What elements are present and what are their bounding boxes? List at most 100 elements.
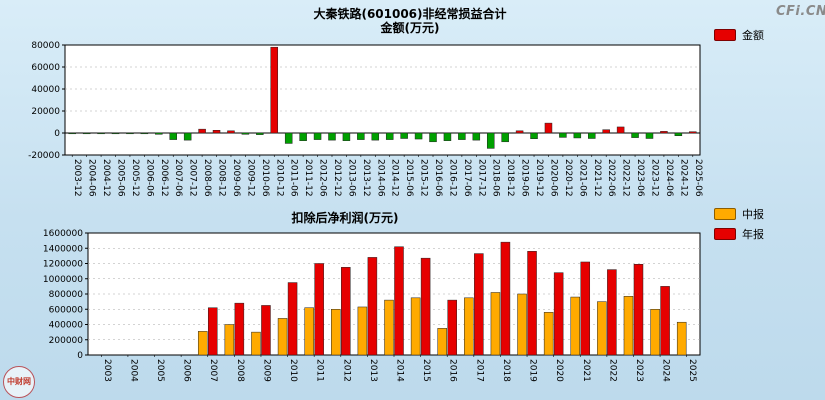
x-tick-label: 2019 [528,359,538,382]
annual-bar [580,261,591,356]
interim-legend-swatch [714,208,736,220]
x-tick-label: 2005-12 [130,159,140,197]
amount-bar [385,132,394,140]
x-tick-label: 2021-12 [592,159,602,197]
x-tick-label: 2004-12 [101,159,111,197]
y-tick-label: 200000 [49,336,84,346]
top-chart-title-line2: 金额(万元) [380,21,440,36]
x-tick-label: 2022-12 [621,159,631,197]
annual-legend-label: 年报 [742,228,764,241]
amount-bar [472,132,481,141]
x-tick-label: 2004 [128,359,138,382]
x-tick-label: 2014-06 [375,159,385,197]
x-tick-label: 2020-12 [563,159,573,197]
x-tick-label: 2014 [395,359,405,382]
amount-bar [357,132,365,140]
interim-bar [490,292,501,356]
x-tick-label: 2004-06 [87,159,97,197]
interim-bar [384,299,394,356]
amount-bar [68,132,76,135]
top-chart-title-line1: 大秦铁路(601006)非经常损益合计 [313,7,507,21]
amount-bar [602,129,610,134]
x-tick-label: 2018 [501,359,511,382]
x-tick-label: 2006-06 [144,159,154,197]
x-tick-label: 2008 [235,359,245,382]
annual-bar [261,305,271,356]
amount-bar [443,132,452,141]
y-tick-label: 40000 [31,85,60,95]
x-tick-label: 2010-12 [274,159,284,197]
x-tick-label: 2019-12 [534,159,544,197]
x-tick-label: 2018-12 [505,159,515,197]
interim-bar [623,296,634,356]
amount-bar [97,132,105,135]
x-tick-label: 2015 [421,359,431,382]
annual-bar [367,257,378,356]
bottom-chart-title: 扣除后净利润(万元) [291,211,399,225]
annual-bar [660,286,670,356]
annual-bar [553,272,564,356]
y-tick-label: 600000 [49,305,84,315]
amount-bar [573,132,582,139]
x-tick-label: 2016 [448,359,458,382]
net-profit-chart: 0 200000 400000 600000 800000 1000000 1200000 1… [43,229,701,382]
x-tick-label: 2022 [607,359,617,382]
interim-bar [650,309,660,356]
amount-bar [530,132,538,139]
cfi-watermark-text: 中财网 [7,377,31,386]
amount-bar [183,132,192,141]
y-tick-label: 60000 [31,63,60,73]
x-tick-label: 2005-06 [116,159,126,197]
interim-legend-item: 中报 [714,206,764,222]
interim-bar [331,309,341,356]
x-tick-label: 2003-12 [72,159,82,197]
amount-bar [501,132,509,143]
interim-bar [224,324,235,356]
amount-bar [616,126,625,134]
amount-bar [270,46,279,134]
annual-bar [341,267,351,356]
amount-bar [82,132,91,135]
annual-legend-item: 年报 [714,226,764,242]
amount-bar [126,132,134,135]
x-tick-label: 2022-06 [606,159,616,197]
interim-bar [197,331,208,356]
amount-bar [313,132,322,140]
amount-bar [256,132,264,135]
annual-bar [527,251,537,356]
x-tick-label: 2012-12 [332,159,342,197]
amount-legend-swatch [714,29,736,41]
annual-bar [474,253,484,356]
x-tick-label: 2015-06 [404,159,414,197]
x-tick-label: 2010-06 [260,159,270,197]
y-tick-label: 1000000 [43,275,83,285]
annual-bar [394,246,404,356]
amount-bar [342,132,351,141]
amount-bar [645,132,654,139]
interim-bar [277,318,288,356]
x-tick-label: 2009-06 [231,159,241,197]
x-tick-label: 2007 [208,359,218,382]
interim-bar [676,321,687,356]
x-tick-label: 2010 [288,359,298,382]
amount-bar [486,132,495,149]
amount-bar [155,132,163,135]
amount-bar [169,132,177,140]
x-tick-label: 2024-06 [664,159,674,197]
y-tick-label: 80000 [31,41,60,51]
interim-legend-label: 中报 [742,208,764,221]
x-tick-label: 2025 [687,359,697,382]
amount-bar [212,130,221,134]
interim-bar [357,306,368,356]
annual-bar [207,307,218,356]
x-tick-label: 2003 [102,359,112,382]
interim-bar [517,293,527,356]
amount-bar [660,131,668,134]
amount-bar [544,122,553,134]
x-tick-label: 2011-06 [289,159,299,197]
x-tick-label: 2005 [155,359,165,382]
amount-bar [674,132,683,136]
amount-bar [689,131,697,134]
x-tick-label: 2015-12 [419,159,429,197]
